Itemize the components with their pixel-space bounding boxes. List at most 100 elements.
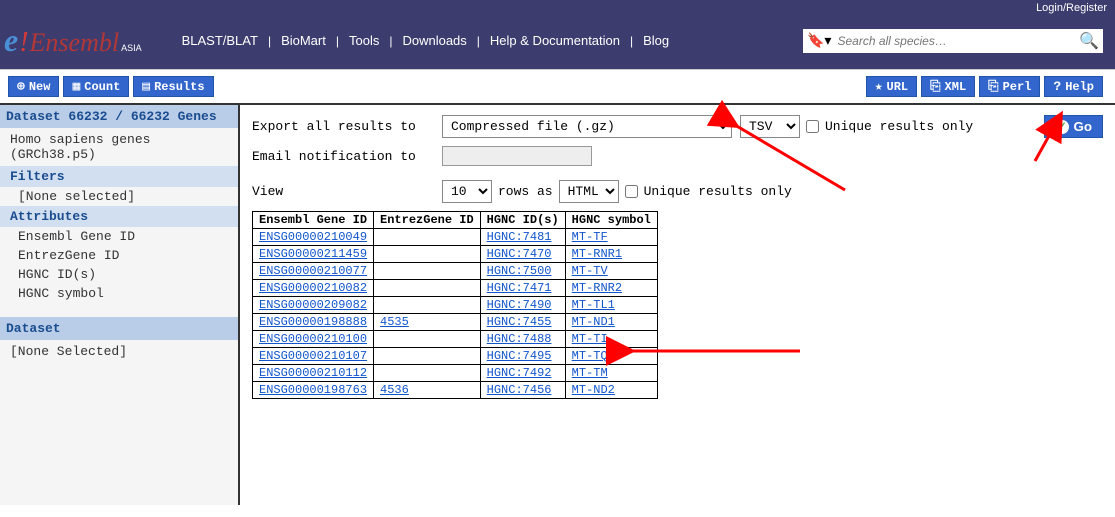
go-button[interactable]: ✓Go <box>1044 115 1103 138</box>
help-button[interactable]: ?Help <box>1044 76 1103 97</box>
cell-link[interactable]: ENSG00000211459 <box>259 247 367 261</box>
sidebar-filters-head[interactable]: Filters <box>0 166 238 187</box>
cell-link[interactable]: MT-RNR1 <box>572 247 622 261</box>
view-unique-checkbox[interactable] <box>625 185 638 198</box>
table-cell <box>374 263 481 280</box>
cell-link[interactable]: HGNC:7495 <box>487 349 552 363</box>
cell-link[interactable]: ENSG00000210112 <box>259 366 367 380</box>
cell-link[interactable]: MT-ND1 <box>572 315 615 329</box>
xml-icon: ⎘ <box>930 79 940 94</box>
view-render-select[interactable]: HTML <box>559 180 619 203</box>
cell-link[interactable]: HGNC:7481 <box>487 230 552 244</box>
sidebar-dataset2-head[interactable]: Dataset <box>0 317 238 340</box>
sidebar-attr-item[interactable]: HGNC symbol <box>0 284 238 303</box>
new-icon: ⊕ <box>17 79 25 94</box>
logo[interactable]: e ! Ensembl ASIA <box>4 22 142 59</box>
table-row: ENSG00000210049 HGNC:7481 MT-TF <box>253 229 658 246</box>
table-cell: HGNC:7495 <box>480 348 565 365</box>
sidebar-species[interactable]: Homo sapiens genes (GRCh38.p5) <box>0 128 238 166</box>
table-header: HGNC ID(s) <box>480 212 565 229</box>
new-button[interactable]: ⊕New <box>8 76 59 97</box>
table-cell: ENSG00000210077 <box>253 263 374 280</box>
results-icon: ▤ <box>142 79 150 94</box>
email-input[interactable] <box>442 146 592 166</box>
export-row: Export all results to Compressed file (.… <box>252 115 1103 138</box>
results-button[interactable]: ▤Results <box>133 76 213 97</box>
table-cell: ENSG00000210112 <box>253 365 374 382</box>
search-box[interactable]: 🔖▾ 🔍 <box>803 29 1103 53</box>
sidebar-attr-item[interactable]: EntrezGene ID <box>0 246 238 265</box>
table-cell: ENSG00000209082 <box>253 297 374 314</box>
sidebar-attr-item[interactable]: Ensembl Gene ID <box>0 227 238 246</box>
table-cell: MT-TV <box>565 263 657 280</box>
cell-link[interactable]: ENSG00000210107 <box>259 349 367 363</box>
search-input[interactable] <box>837 34 1075 48</box>
view-rows-select[interactable]: 10 <box>442 180 492 203</box>
cell-link[interactable]: HGNC:7471 <box>487 281 552 295</box>
header: e ! Ensembl ASIA BLAST/BLAT|BioMart|Tool… <box>0 16 1115 69</box>
search-icon[interactable]: 🔍 <box>1079 31 1099 51</box>
sidebar-attr-item[interactable]: HGNC ID(s) <box>0 265 238 284</box>
cell-link[interactable]: ENSG00000198763 <box>259 383 367 397</box>
cell-link[interactable]: MT-TI <box>572 332 608 346</box>
cell-link[interactable]: ENSG00000210077 <box>259 264 367 278</box>
cell-link[interactable]: ENSG00000210049 <box>259 230 367 244</box>
table-cell: ENSG00000211459 <box>253 246 374 263</box>
sidebar-attr-head[interactable]: Attributes <box>0 206 238 227</box>
table-cell <box>374 348 481 365</box>
table-cell: HGNC:7455 <box>480 314 565 331</box>
cell-link[interactable]: HGNC:7470 <box>487 247 552 261</box>
logo-asia: ASIA <box>121 43 142 53</box>
table-cell <box>374 246 481 263</box>
nav-downloads[interactable]: Downloads <box>392 33 476 48</box>
perl-button[interactable]: ⎘Perl <box>979 76 1040 97</box>
table-cell: HGNC:7488 <box>480 331 565 348</box>
cell-link[interactable]: HGNC:7490 <box>487 298 552 312</box>
cell-link[interactable]: ENSG00000198888 <box>259 315 367 329</box>
cell-link[interactable]: MT-TF <box>572 230 608 244</box>
nav-tools[interactable]: Tools <box>339 33 389 48</box>
cell-link[interactable]: MT-TM <box>572 366 608 380</box>
table-cell: MT-RNR1 <box>565 246 657 263</box>
table-cell: HGNC:7470 <box>480 246 565 263</box>
cell-link[interactable]: HGNC:7488 <box>487 332 552 346</box>
cell-link[interactable]: MT-TQ <box>572 349 608 363</box>
cell-link[interactable]: 4535 <box>380 315 409 329</box>
xml-button[interactable]: ⎘XML <box>921 76 975 97</box>
count-button[interactable]: ▦Count <box>63 76 129 97</box>
table-cell: MT-TQ <box>565 348 657 365</box>
table-cell: MT-TF <box>565 229 657 246</box>
check-icon: ✓ <box>1055 120 1069 134</box>
export-unique-checkbox[interactable] <box>806 120 819 133</box>
cell-link[interactable]: HGNC:7456 <box>487 383 552 397</box>
species-dropdown-icon[interactable]: 🔖▾ <box>807 32 831 49</box>
perl-icon: ⎘ <box>988 79 998 94</box>
url-icon: ★ <box>875 79 883 94</box>
cell-link[interactable]: ENSG00000210082 <box>259 281 367 295</box>
cell-link[interactable]: HGNC:7492 <box>487 366 552 380</box>
cell-link[interactable]: MT-TL1 <box>572 298 615 312</box>
cell-link[interactable]: ENSG00000210100 <box>259 332 367 346</box>
nav-help-documentation[interactable]: Help & Documentation <box>480 33 630 48</box>
sidebar-dataset-head[interactable]: Dataset 66232 / 66232 Genes <box>0 105 238 128</box>
login-link[interactable]: Login/Register <box>1036 2 1107 14</box>
cell-link[interactable]: HGNC:7455 <box>487 315 552 329</box>
table-row: ENSG00000209082 HGNC:7490 MT-TL1 <box>253 297 658 314</box>
view-row: View 10 rows as HTML Unique results only <box>252 180 1103 203</box>
cell-link[interactable]: MT-TV <box>572 264 608 278</box>
cell-link[interactable]: ENSG00000209082 <box>259 298 367 312</box>
cell-link[interactable]: 4536 <box>380 383 409 397</box>
nav-blast-blat[interactable]: BLAST/BLAT <box>172 33 268 48</box>
cell-link[interactable]: HGNC:7500 <box>487 264 552 278</box>
cell-link[interactable]: MT-ND2 <box>572 383 615 397</box>
nav-blog[interactable]: Blog <box>633 33 679 48</box>
nav-biomart[interactable]: BioMart <box>271 33 336 48</box>
cell-link[interactable]: MT-RNR2 <box>572 281 622 295</box>
export-format-select[interactable]: Compressed file (.gz) <box>442 115 732 138</box>
table-row: ENSG00000210112 HGNC:7492 MT-TM <box>253 365 658 382</box>
export-out-select[interactable]: TSV <box>740 115 800 138</box>
help-icon: ? <box>1053 79 1061 94</box>
table-header: Ensembl Gene ID <box>253 212 374 229</box>
url-button[interactable]: ★URL <box>866 76 917 97</box>
table-cell: HGNC:7471 <box>480 280 565 297</box>
